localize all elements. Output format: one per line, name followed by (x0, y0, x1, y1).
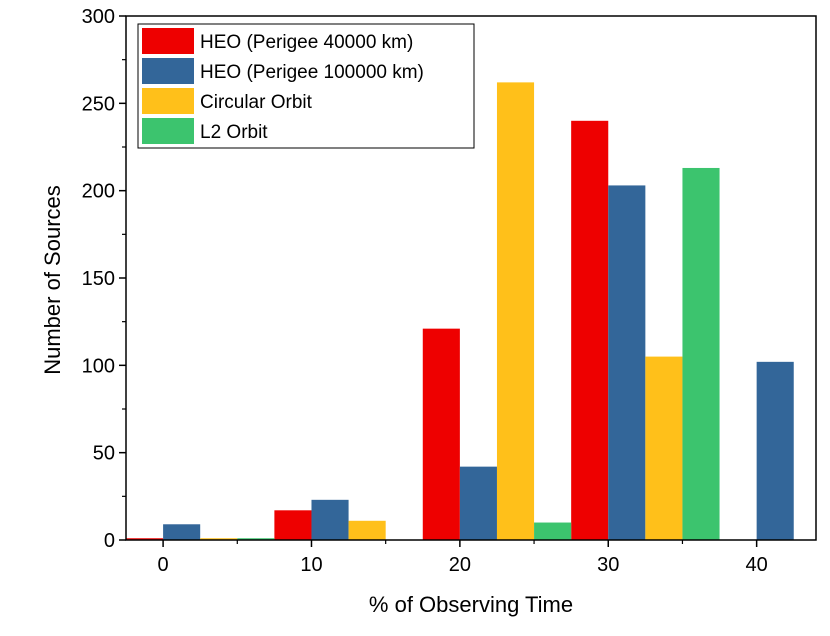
bars-layer (126, 82, 794, 541)
legend-swatch (142, 118, 194, 144)
y-tick-label: 200 (82, 181, 115, 203)
bar (126, 538, 164, 540)
bar (459, 466, 497, 540)
y-tick-label: 300 (82, 6, 115, 28)
legend-label: HEO (Perigee 40000 km) (200, 32, 413, 53)
bar (756, 361, 794, 540)
bar (608, 185, 646, 540)
bar (237, 538, 275, 540)
bar (274, 510, 312, 540)
y-tick-label: 50 (93, 443, 115, 465)
x-tick-label: 20 (449, 554, 471, 576)
bar (682, 167, 720, 540)
bar (496, 82, 535, 540)
x-tick-label: 0 (158, 554, 169, 576)
legend-label: HEO (Perigee 100000 km) (200, 62, 424, 83)
legend-label: L2 Orbit (200, 122, 268, 143)
y-tick-label: 100 (82, 355, 115, 377)
bar (348, 520, 386, 540)
y-tick-label: 0 (104, 530, 115, 552)
legend-swatch (142, 88, 194, 114)
bar (534, 522, 572, 540)
legend-swatch (142, 28, 194, 54)
x-tick-label: 30 (597, 554, 619, 576)
bar (571, 120, 609, 541)
y-tick-label: 250 (82, 93, 115, 115)
y-axis: 0 50 100 150 200 250 300 (82, 6, 126, 552)
bar (422, 328, 460, 540)
bar (645, 356, 683, 540)
y-axis-label: Number of Sources (40, 185, 65, 375)
legend: HEO (Perigee 40000 km) HEO (Perigee 10000… (137, 23, 475, 149)
x-tick-label: 10 (300, 554, 322, 576)
y-tick-label: 150 (82, 268, 115, 290)
legend-swatch (142, 58, 194, 84)
x-axis-label: % of Observing Time (369, 592, 573, 617)
bar (200, 538, 238, 540)
bar (163, 524, 201, 540)
x-tick-label: 40 (746, 554, 768, 576)
x-axis: 0 10 20 30 40 (158, 540, 768, 576)
legend-label: Circular Orbit (200, 92, 313, 113)
bar (311, 499, 349, 540)
